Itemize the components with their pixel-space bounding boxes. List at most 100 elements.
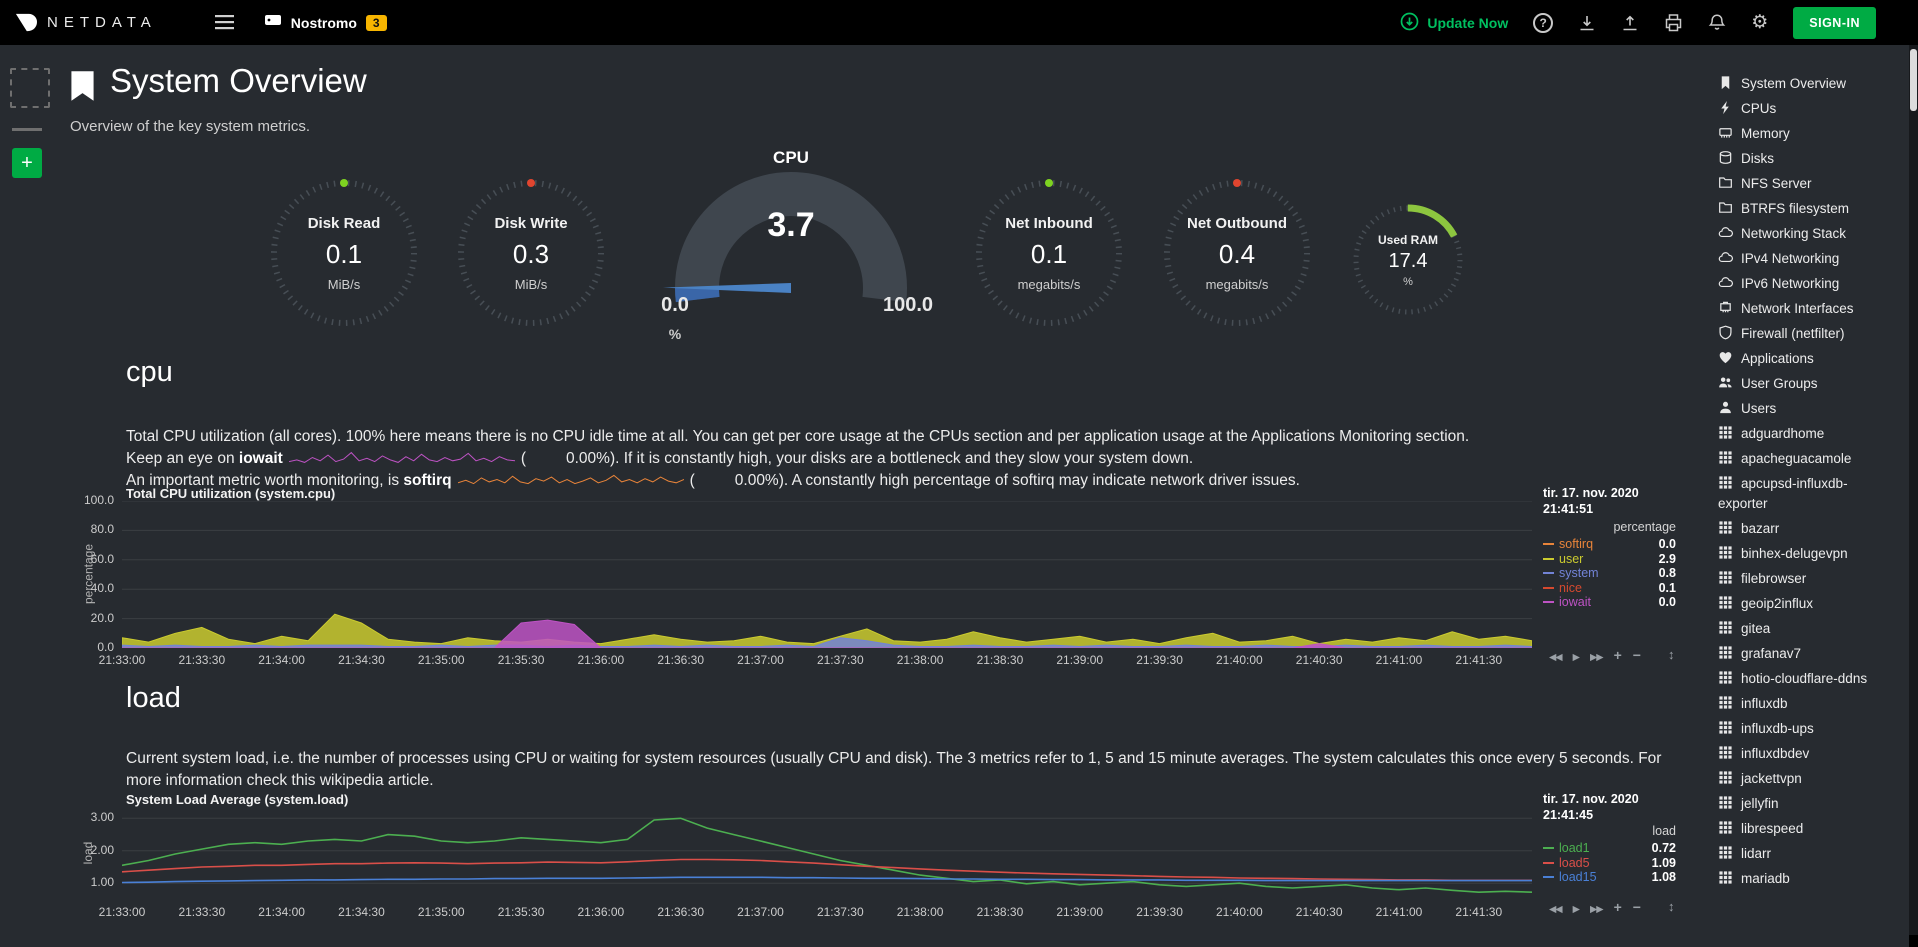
- legend-name: system: [1559, 566, 1599, 581]
- sidebar-item-btrfs-filesystem[interactable]: BTRFS filesystem: [1718, 199, 1914, 219]
- x-tick-label: 21:36:00: [577, 905, 625, 919]
- legend-row-load15[interactable]: load15 1.08: [1543, 870, 1676, 884]
- sidebar-item-grafanav7[interactable]: grafanav7: [1718, 644, 1914, 664]
- wikipedia-link[interactable]: this wikipedia article.: [291, 772, 434, 789]
- gauge-disk-write[interactable]: Disk Write 0.3 MiB/s: [456, 178, 606, 328]
- resize-handle-icon[interactable]: ↕: [1668, 899, 1675, 914]
- gauge-disk-read[interactable]: Disk Read 0.1 MiB/s: [269, 178, 419, 328]
- sidebar-item-apacheguacamole[interactable]: apacheguacamole: [1718, 449, 1914, 469]
- sidebar-item-memory[interactable]: Memory: [1718, 124, 1914, 144]
- scrollbar-thumb[interactable]: [1910, 49, 1917, 111]
- legend-row-system[interactable]: system 0.8: [1543, 566, 1676, 580]
- softirq-sparkline[interactable]: [457, 472, 684, 487]
- gear-icon[interactable]: ⚙: [1751, 12, 1769, 33]
- legend-value: 1.08: [1651, 870, 1676, 885]
- legend-row-nice[interactable]: nice 0.1: [1543, 581, 1676, 595]
- host-selector[interactable]: Nostromo 3: [264, 13, 387, 32]
- sidebar-item-system-overview[interactable]: System Overview: [1718, 74, 1914, 94]
- sidebar-item-user-groups[interactable]: User Groups: [1718, 374, 1914, 394]
- sidebar-item-geoip2influx[interactable]: geoip2influx: [1718, 594, 1914, 614]
- sidebar-item-label: lidarr: [1741, 846, 1772, 861]
- legend-row-load1[interactable]: load1 0.72: [1543, 841, 1676, 855]
- sidebar-item-influxdbdev[interactable]: influxdbdev: [1718, 744, 1914, 764]
- sidebar-item-label: bazarr: [1741, 521, 1780, 536]
- skip-forward-icon[interactable]: ▶▶: [1589, 652, 1604, 663]
- highlight-selection-box[interactable]: [10, 68, 50, 108]
- skip-back-icon[interactable]: ◀◀: [1549, 904, 1563, 915]
- sidebar-item-ipv4-networking[interactable]: IPv4 Networking: [1718, 249, 1914, 269]
- sidebar-item-influxdb-ups[interactable]: influxdb-ups: [1718, 719, 1914, 739]
- legend-name: softirq: [1559, 537, 1594, 551]
- legend-row-user[interactable]: user 2.9: [1543, 552, 1676, 566]
- add-button[interactable]: +: [12, 148, 42, 178]
- y-tick-label: 0.0: [97, 640, 114, 654]
- sidebar-item-disks[interactable]: Disks: [1718, 149, 1914, 169]
- legend-name: load5: [1559, 855, 1590, 870]
- sidebar-item-lidarr[interactable]: lidarr: [1718, 844, 1914, 864]
- page-scrollbar[interactable]: [1909, 45, 1918, 947]
- legend-row-iowait[interactable]: iowait 0.0: [1543, 595, 1676, 609]
- sidebar-item-label: binhex-delugevpn: [1741, 546, 1848, 561]
- grid-icon: [1718, 720, 1734, 735]
- load-section-heading: load: [126, 682, 181, 714]
- mini-divider: [12, 128, 42, 131]
- sidebar-item-firewall-netfilter[interactable]: Firewall (netfilter): [1718, 324, 1914, 344]
- gauge-ring: [976, 179, 1122, 326]
- bell-icon[interactable]: [1708, 13, 1726, 32]
- print-icon[interactable]: [1664, 13, 1683, 32]
- skip-back-icon[interactable]: ◀◀: [1549, 652, 1563, 663]
- sidebar-item-label: User Groups: [1741, 376, 1818, 391]
- sidebar-item-librespeed[interactable]: librespeed: [1718, 819, 1914, 839]
- download-icon[interactable]: [1578, 14, 1596, 32]
- x-tick-label: 21:36:30: [657, 905, 705, 919]
- sidebar-item-users[interactable]: Users: [1718, 399, 1914, 419]
- sidebar-item-jellyfin[interactable]: jellyfin: [1718, 794, 1914, 814]
- ram-gauge[interactable]: Used RAM 17.4 %: [1349, 201, 1467, 319]
- legend-row-load5[interactable]: load5 1.09: [1543, 856, 1676, 870]
- zoom-in-icon[interactable]: +: [1613, 899, 1622, 915]
- sidebar-item-gitea[interactable]: gitea: [1718, 619, 1914, 639]
- chart-toolbar: ◀◀ ▶ ▶▶ + −: [1549, 899, 1652, 917]
- zoom-out-icon[interactable]: −: [1632, 647, 1641, 663]
- play-icon[interactable]: ▶: [1572, 904, 1580, 915]
- gauge-net-outbound[interactable]: Net Outbound 0.4 megabits/s: [1162, 178, 1312, 328]
- iowait-sparkline[interactable]: [288, 450, 515, 465]
- sidebar-item-applications[interactable]: Applications: [1718, 349, 1914, 369]
- sidebar-item-cpus[interactable]: CPUs: [1718, 99, 1914, 119]
- upload-icon[interactable]: [1621, 14, 1639, 32]
- sidebar-item-binhex-delugevpn[interactable]: binhex-delugevpn: [1718, 544, 1914, 564]
- gauge-net-inbound[interactable]: Net Inbound 0.1 megabits/s: [974, 178, 1124, 328]
- help-icon[interactable]: ?: [1533, 12, 1554, 33]
- brand-name: NETDATA: [47, 14, 157, 31]
- sidebar-item-mariadb[interactable]: mariadb: [1718, 869, 1914, 889]
- sidebar-item-networking-stack[interactable]: Networking Stack: [1718, 224, 1914, 244]
- legend-row-softirq[interactable]: softirq 0.0: [1543, 537, 1676, 551]
- chart-plot-load[interactable]: [121, 807, 1533, 906]
- gauge-label: Net Outbound: [1187, 214, 1287, 232]
- legend-name: iowait: [1559, 595, 1591, 610]
- skip-forward-icon[interactable]: ▶▶: [1589, 904, 1604, 915]
- resize-handle-icon[interactable]: ↕: [1668, 647, 1675, 662]
- sidebar-item-apcupsd-influxdb-exporter[interactable]: apcupsd-influxdb- exporter: [1718, 474, 1914, 514]
- sidebar-item-label: CPUs: [1741, 101, 1777, 116]
- cpu-gauge[interactable]: CPU 3.7 0.0 100.0 %: [661, 148, 933, 348]
- chart-plot-cpu[interactable]: [121, 500, 1533, 653]
- hamburger-menu-icon[interactable]: [214, 15, 234, 30]
- sidebar-item-network-interfaces[interactable]: Network Interfaces: [1718, 299, 1914, 319]
- update-now-button[interactable]: Update Now: [1400, 12, 1508, 34]
- play-icon[interactable]: ▶: [1572, 652, 1580, 663]
- sidebar-item-filebrowser[interactable]: filebrowser: [1718, 569, 1914, 589]
- sidebar-item-ipv6-networking[interactable]: IPv6 Networking: [1718, 274, 1914, 294]
- zoom-out-icon[interactable]: −: [1632, 899, 1641, 915]
- sidebar-item-hotio-cloudflare-ddns[interactable]: hotio-cloudflare-ddns: [1718, 669, 1914, 689]
- sidebar-item-bazarr[interactable]: bazarr: [1718, 519, 1914, 539]
- zoom-in-icon[interactable]: +: [1613, 647, 1622, 663]
- sidebar-item-adguardhome[interactable]: adguardhome: [1718, 424, 1914, 444]
- x-tick-label: 21:34:00: [258, 905, 305, 919]
- sidebar-item-jackettvpn[interactable]: jackettvpn: [1718, 769, 1914, 789]
- sidebar-item-nfs-server[interactable]: NFS Server: [1718, 174, 1914, 194]
- signin-button[interactable]: SIGN-IN: [1793, 6, 1876, 39]
- x-tick-label: 21:39:00: [1056, 905, 1104, 919]
- legend-dash: [1543, 861, 1554, 864]
- sidebar-item-influxdb[interactable]: influxdb: [1718, 694, 1914, 714]
